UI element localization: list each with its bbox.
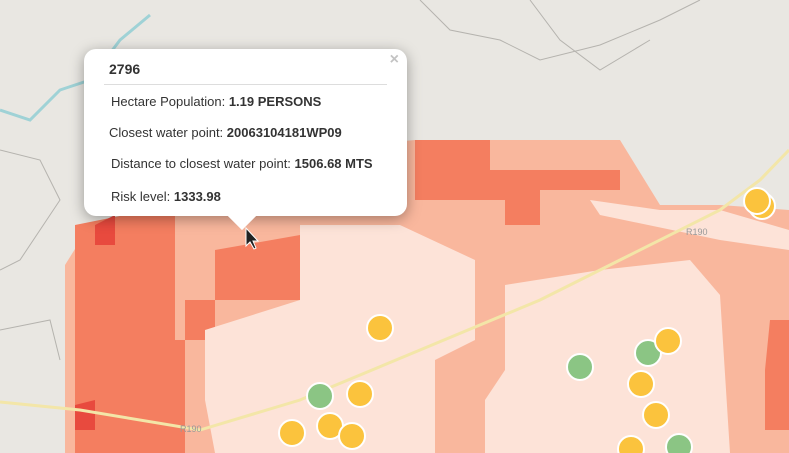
water-point[interactable] (566, 353, 594, 381)
row-value: 1506.68 MTS (294, 156, 373, 171)
risk-zone-low (205, 225, 475, 453)
water-point[interactable] (642, 401, 670, 429)
water-point[interactable] (346, 380, 374, 408)
road-label: R190 (180, 424, 202, 434)
road (0, 148, 789, 432)
row-label: Closest water point: (109, 125, 224, 140)
water-point[interactable] (665, 433, 693, 453)
water-point[interactable] (338, 422, 366, 450)
streets (0, 0, 701, 361)
row-value: 1333.98 (173, 189, 221, 204)
water-point[interactable] (278, 419, 306, 447)
divider (104, 84, 387, 85)
risk-zone-high (415, 140, 620, 225)
row-label: Hectare Population: (111, 94, 226, 109)
water-point[interactable] (366, 314, 394, 342)
water-points (278, 187, 776, 453)
water-point[interactable] (627, 370, 655, 398)
water-point[interactable] (743, 187, 771, 215)
row-label: Risk level: (111, 189, 171, 204)
row-value: 1.19 PERSONS (228, 94, 322, 109)
risk-zone-high (75, 205, 300, 453)
row-label: Distance to closest water point: (111, 156, 291, 171)
popup-row: Hectare Population: 1.19 PERSONS (111, 94, 321, 109)
row-value: 20063104181WP09 (226, 125, 342, 140)
road-label: R190 (686, 227, 708, 237)
popup-row: Distance to closest water point: 1506.68… (111, 156, 373, 171)
cursor (245, 226, 260, 250)
river (0, 13, 151, 122)
risk-zone-very-high (95, 215, 115, 245)
risk-zone-very-high (75, 400, 95, 430)
risk-zone-low (485, 260, 730, 453)
popup: × 2796 Hectare Population: 1.19 PERSONS … (84, 49, 407, 231)
water-point[interactable] (654, 327, 682, 355)
risk-zone-high (765, 320, 789, 430)
water-point[interactable] (306, 382, 334, 410)
popup-row: Closest water point: 20063104181WP09 (109, 125, 342, 140)
water-point[interactable] (617, 435, 645, 453)
close-button[interactable]: × (389, 51, 399, 68)
popup-row: Risk level: 1333.98 (111, 189, 221, 204)
popup-title: 2796 (109, 61, 141, 77)
